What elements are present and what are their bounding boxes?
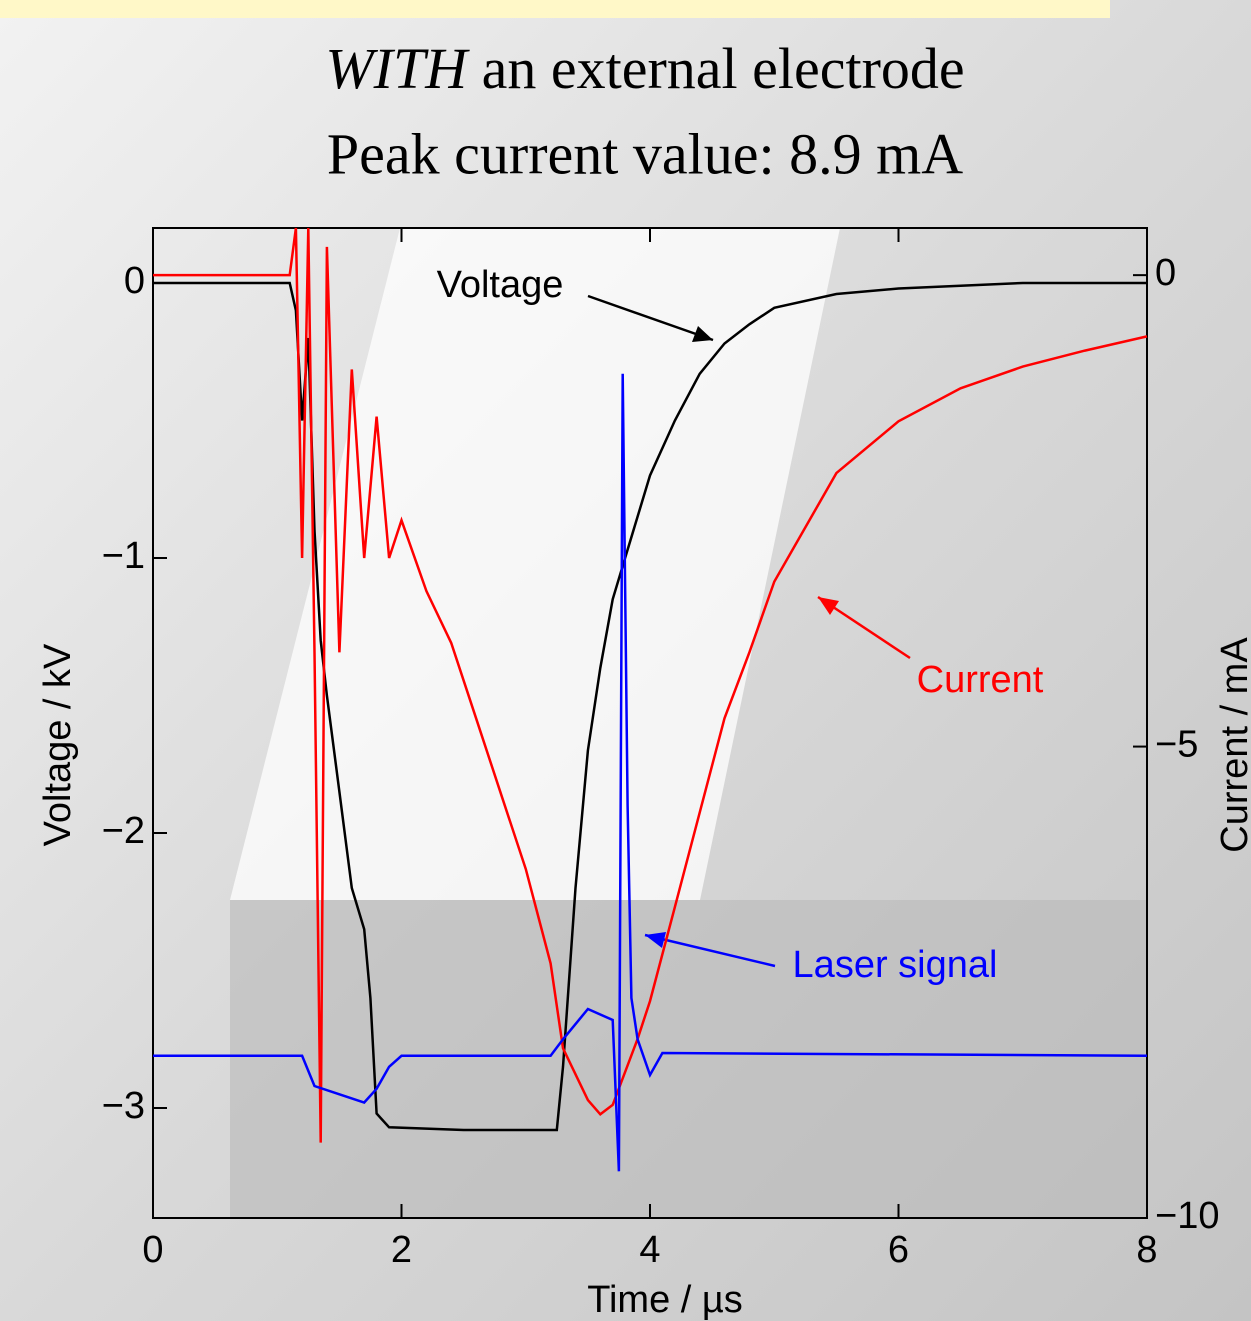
arrow-head <box>692 326 713 342</box>
y-tick-label: −1 <box>102 535 145 577</box>
y2-tick-label: −5 <box>1155 724 1198 766</box>
title-emphasis: WITH <box>325 36 470 101</box>
arrow-head <box>645 932 666 948</box>
arrow-head <box>818 597 839 615</box>
y2-tick-label: 0 <box>1155 252 1176 294</box>
top-band <box>0 0 1110 18</box>
title-text: an external electrode <box>482 36 965 101</box>
x-tick-label: 6 <box>888 1229 909 1271</box>
series-annotation: Voltage <box>437 264 564 306</box>
arrow <box>587 294 714 342</box>
x-axis-label: Time / µs <box>587 1279 743 1321</box>
series-annotation: Current <box>917 659 1044 701</box>
y-tick-label: −3 <box>102 1085 145 1127</box>
y-tick-label: 0 <box>124 260 145 302</box>
x-tick-label: 2 <box>391 1229 412 1271</box>
y2-axis-label: Current / mA <box>1214 637 1251 853</box>
backdrop-shadow <box>230 900 1147 1218</box>
x-tick-label: 8 <box>1136 1229 1157 1271</box>
series-line <box>153 227 1148 1143</box>
series-annotation: Laser signal <box>793 944 998 986</box>
y-tick-label: −2 <box>102 810 145 852</box>
y-axis-label: Voltage / kV <box>37 643 79 846</box>
y2-tick-label: −10 <box>1155 1195 1219 1237</box>
x-tick-label: 4 <box>639 1229 660 1271</box>
x-tick-label: 0 <box>142 1229 163 1271</box>
chart-subtitle: Peak current value: 8.9 mA <box>327 121 963 186</box>
series-line <box>153 373 1148 1172</box>
chart-title: WITH an external electrode <box>325 36 964 101</box>
